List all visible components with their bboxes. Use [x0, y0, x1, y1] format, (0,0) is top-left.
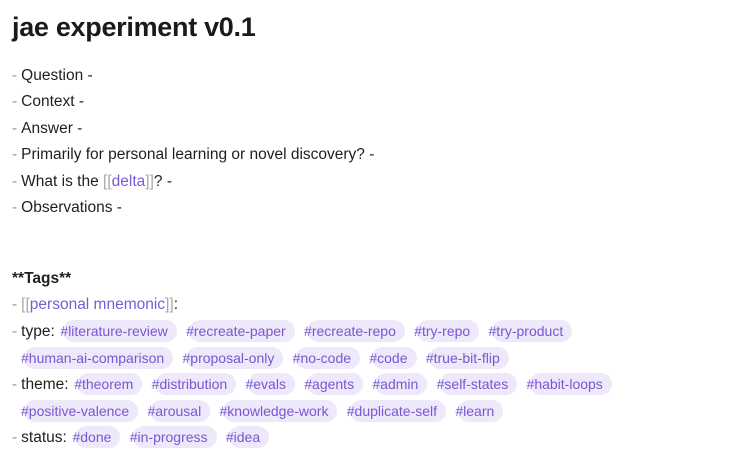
bullet-dash: - — [12, 376, 18, 393]
status-label: status: — [21, 429, 67, 446]
field-question: - Question - — [12, 63, 374, 89]
field-purpose: - Primarily for personal learning or nove… — [12, 142, 374, 168]
tag-arousal[interactable]: #arousal — [147, 400, 211, 422]
tag-knowledge-work[interactable]: #knowledge-work — [220, 400, 338, 422]
link-bracket-close: ]] — [145, 172, 154, 190]
tag-no-code[interactable]: #no-code — [293, 347, 361, 369]
bullet-dash: - — [12, 146, 18, 164]
tag-try-repo[interactable]: #try-repo — [414, 320, 480, 342]
tag-evals[interactable]: #evals — [245, 373, 295, 395]
link-bracket-close: ]] — [165, 296, 174, 313]
type-label: type: — [21, 323, 55, 340]
mnemonic-line: - [[personal mnemonic]]: — [12, 292, 728, 318]
bullet-dash: - — [12, 67, 18, 84]
field-text: Context - — [21, 93, 85, 111]
tag-true-bit-flip[interactable]: #true-bit-flip — [426, 347, 509, 369]
tag-agents[interactable]: #agents — [304, 373, 364, 395]
mnemonic-suffix: : — [173, 296, 178, 313]
tag-habit-loops[interactable]: #habit-loops — [527, 373, 612, 395]
tag-distribution[interactable]: #distribution — [152, 373, 237, 395]
tag-recreate-repo[interactable]: #recreate-repo — [304, 320, 405, 342]
tag-positive-valence[interactable]: #positive-valence — [21, 400, 139, 422]
field-observations: - Observations - — [12, 195, 374, 221]
tag-human-ai-comparison[interactable]: #human-ai-comparison — [21, 347, 174, 369]
status-tag-list: #done #in-progress #idea — [72, 426, 277, 448]
delta-link[interactable]: delta — [111, 172, 146, 190]
tag-code[interactable]: #code — [369, 347, 417, 369]
link-bracket-open: [[ — [103, 172, 112, 190]
field-answer: - Answer - — [12, 116, 374, 142]
bullet-dash: - — [12, 296, 18, 313]
type-label-wrap: - type: — [12, 323, 59, 340]
field-context: - Context - — [12, 89, 374, 115]
tag-in-progress[interactable]: #in-progress — [130, 426, 217, 448]
field-text: What is the — [21, 172, 104, 190]
type-tag-list: #literature-review #recreate-paper #recr… — [21, 320, 580, 369]
field-text: Observations - — [21, 198, 122, 216]
field-text: Answer - — [21, 119, 83, 137]
field-text: Question - — [21, 67, 93, 84]
type-row: - type: #literature-review #recreate-pape… — [12, 318, 728, 371]
field-text: Primarily for personal learning or novel… — [21, 146, 375, 164]
personal-mnemonic-link[interactable]: personal mnemonic — [29, 296, 166, 313]
bullet-dash: - — [12, 119, 18, 137]
status-label-wrap: - status: — [12, 429, 71, 446]
tag-literature-review[interactable]: #literature-review — [60, 320, 177, 342]
tag-try-product[interactable]: #try-product — [489, 320, 573, 342]
tags-section: - [[personal mnemonic]]: - type: #literatu… — [12, 292, 728, 451]
bullet-dash: - — [12, 323, 18, 340]
bullet-dash: - — [12, 93, 18, 111]
page-title: jae experiment v0.1 — [12, 12, 256, 42]
tag-recreate-paper[interactable]: #recreate-paper — [186, 320, 295, 342]
tag-proposal-only[interactable]: #proposal-only — [183, 347, 284, 369]
tag-idea[interactable]: #idea — [226, 426, 270, 448]
tag-admin[interactable]: #admin — [372, 373, 428, 395]
bullet-dash: - — [12, 172, 18, 190]
tag-done[interactable]: #done — [72, 426, 121, 448]
bullet-dash: - — [12, 429, 18, 446]
tag-theorem[interactable]: #theorem — [74, 373, 143, 395]
status-row: - status: #done #in-progress #idea — [12, 424, 728, 451]
theme-tag-list: #theorem #distribution #evals #agents #a… — [21, 373, 620, 422]
theme-row: - theme: #theorem #distribution #evals #a… — [12, 371, 728, 424]
tag-learn[interactable]: #learn — [455, 400, 504, 422]
theme-label: theme: — [21, 376, 69, 393]
field-text: ? - — [153, 172, 172, 190]
link-bracket-open: [[ — [21, 296, 30, 313]
theme-label-wrap: - theme: — [12, 376, 73, 393]
field-delta: - What is the [[delta]]? - — [12, 169, 374, 195]
tag-duplicate-self[interactable]: #duplicate-self — [347, 400, 447, 422]
tag-self-states[interactable]: #self-states — [437, 373, 518, 395]
field-list: - Question - - Context - - Answer - - Primar… — [12, 63, 374, 221]
tags-heading: **Tags** — [12, 270, 72, 287]
bullet-dash: - — [12, 198, 18, 216]
